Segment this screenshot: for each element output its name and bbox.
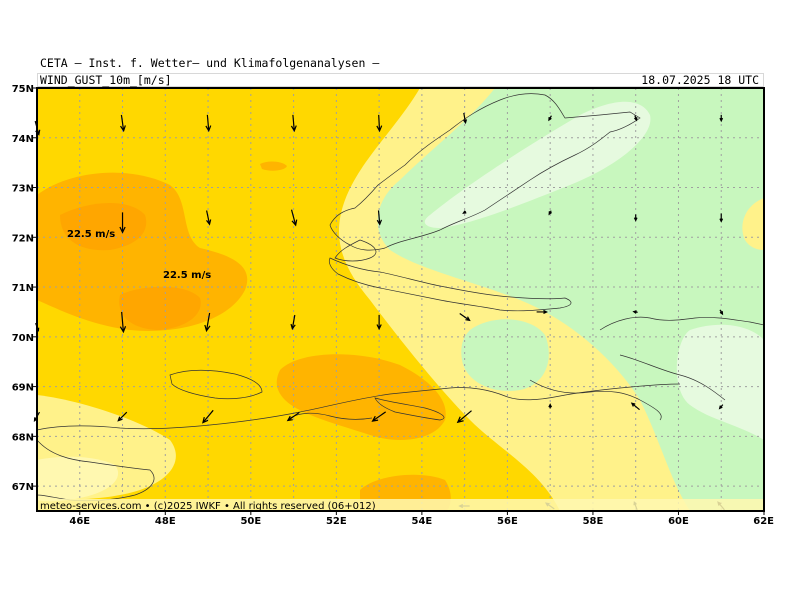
wind-arrow	[205, 114, 212, 133]
wind-arrow	[633, 214, 638, 222]
lon-tick-label: 56E	[497, 516, 518, 527]
wind-arrow	[462, 210, 467, 214]
wind-arrow	[202, 409, 214, 424]
wind-arrow	[462, 112, 468, 125]
band-white-yellow-sw	[37, 456, 119, 502]
wind-arrow	[290, 114, 297, 133]
wind-arrow	[119, 311, 127, 334]
lat-lon-grid	[37, 88, 764, 511]
axis-ticks: 75N 74N 73N 72N 71N 70N 69N 68N 67N 46E 48E 50E 52E 5…	[12, 84, 774, 527]
wind-arrow	[459, 312, 471, 322]
wind-arrow	[35, 322, 40, 332]
header-info-bar: WIND_GUST_10m_[m/s] 18.07.2025 18 UTC	[37, 73, 764, 87]
wind-arrow	[34, 120, 41, 136]
lat-tick-label: 70N	[12, 333, 34, 344]
wind-arrow	[206, 210, 212, 226]
lon-tick-label: 54E	[412, 516, 433, 527]
wind-arrow	[548, 403, 553, 409]
plot-frame	[36, 87, 765, 512]
wind-arrow	[630, 402, 640, 411]
header-title: CETA — Inst. f. Wetter— und Klimafolgena…	[40, 56, 380, 70]
wind-arrow	[290, 314, 296, 331]
lat-tick-label: 69N	[12, 383, 34, 394]
wind-arrow	[376, 114, 383, 133]
footer-bar	[38, 499, 763, 510]
wind-arrow	[290, 209, 298, 227]
wind-arrow	[117, 411, 128, 422]
lat-tick-label: 71N	[12, 283, 34, 294]
wind-arrow	[204, 312, 211, 333]
wind-arrow	[371, 411, 387, 422]
lat-tick-label: 68N	[12, 432, 34, 443]
wind-arrow	[286, 411, 300, 422]
lat-tick-label: 75N	[12, 84, 34, 95]
variable-label: WIND_GUST_10m_[m/s]	[40, 73, 172, 87]
lon-tick-label: 46E	[69, 516, 90, 527]
lon-tick-label: 58E	[583, 516, 604, 527]
lat-tick-label: 67N	[12, 482, 34, 493]
band-green-south	[461, 319, 549, 391]
coastlines	[37, 93, 764, 502]
wind-arrow	[632, 310, 638, 314]
wind-arrow	[719, 114, 724, 123]
lon-tick-label: 48E	[155, 516, 176, 527]
lat-tick-label: 74N	[12, 134, 34, 145]
band-light-green-east	[676, 324, 764, 440]
band-dark-orange-west	[60, 202, 147, 251]
band-dark-orange-west2	[119, 286, 201, 330]
lat-tick-label: 72N	[12, 233, 34, 244]
wind-arrow	[376, 210, 383, 226]
band-orange-centre	[276, 354, 446, 440]
gust-field	[37, 88, 764, 511]
wind-arrow	[536, 309, 549, 315]
wind-arrow	[719, 213, 724, 223]
lon-tick-label: 62E	[753, 516, 774, 527]
isoline-label: 22.5 m/s	[67, 229, 115, 240]
valid-datetime: 18.07.2025 18 UTC	[641, 73, 759, 87]
wind-arrow	[120, 114, 126, 133]
lon-tick-label: 52E	[326, 516, 347, 527]
lon-tick-label: 50E	[240, 516, 261, 527]
wind-arrow	[456, 410, 472, 424]
wind-arrow	[548, 115, 552, 122]
wind-arrow	[548, 210, 552, 216]
wind-arrow	[376, 314, 382, 331]
lon-tick-label: 60E	[668, 516, 689, 527]
wind-arrow	[633, 115, 638, 122]
band-orange-patch	[260, 161, 287, 171]
copyright-footer: meteo-services.com • (c)2025 IWKF • All …	[40, 501, 376, 512]
wind-arrow	[33, 411, 41, 422]
band-light-green	[424, 101, 651, 228]
wind-arrow	[119, 212, 126, 234]
lat-tick-label: 73N	[12, 184, 34, 195]
wind-arrow	[718, 404, 724, 410]
isoline-label: 22.5 m/s	[163, 270, 211, 281]
wind-arrow	[719, 309, 724, 316]
